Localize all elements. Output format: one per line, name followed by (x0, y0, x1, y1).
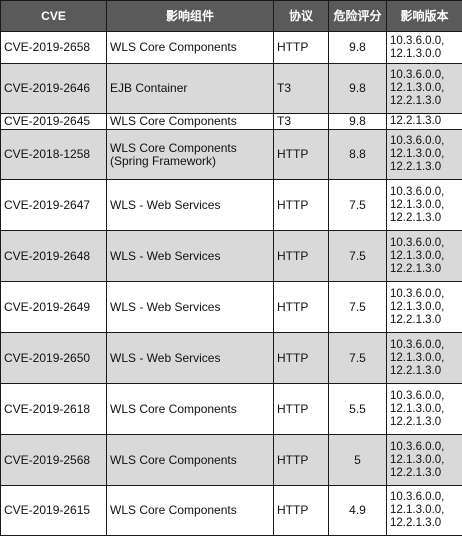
cell-protocol: T3 (273, 113, 329, 130)
cell-versions: 10.3.6.0.0, 12.1.3.0.0 (386, 31, 462, 64)
cell-cve: CVE-2019-2618 (0, 383, 107, 435)
cell-versions: 10.3.6.0.0, 12.1.3.0.0, 12.2.1.3.0 (386, 63, 462, 114)
cell-cve: CVE-2019-2615 (0, 485, 107, 536)
cell-versions: 10.3.6.0.0, 12.1.3.0.0, 12.2.1.3.0 (386, 179, 462, 231)
cell-protocol: HTTP (273, 129, 329, 180)
table-row: CVE-2019-2615 WLS Core Components HTTP 4… (0, 485, 462, 536)
cell-versions: 10.3.6.0.0, 12.1.3.0.0, 12.2.1.3.0 (386, 332, 462, 384)
cell-cve: CVE-2019-2658 (0, 31, 107, 64)
cell-versions: 10.3.6.0.0, 12.1.3.0.0, 12.2.1.3.0 (386, 434, 462, 486)
cell-protocol: HTTP (273, 230, 329, 282)
cell-versions: 10.3.6.0.0, 12.1.3.0.0, 12.2.1.3.0 (386, 485, 462, 536)
cell-cve: CVE-2019-2645 (0, 113, 107, 130)
cell-score: 9.8 (328, 113, 387, 130)
cell-protocol: HTTP (273, 332, 329, 384)
header-versions: 影响版本 (386, 0, 462, 32)
cell-versions: 10.3.6.0.0, 12.1.3.0.0, 12.2.1.3.0 (386, 129, 462, 180)
cell-protocol: HTTP (273, 485, 329, 536)
cell-score: 5 (328, 434, 387, 486)
cell-protocol: T3 (273, 63, 329, 114)
cell-score: 9.8 (328, 63, 387, 114)
cell-component: WLS - Web Services (106, 230, 274, 282)
table-row: CVE-2019-2645 WLS Core Components T3 9.8… (0, 113, 462, 130)
cell-score: 7.5 (328, 230, 387, 282)
table-row: CVE-2019-2618 WLS Core Components HTTP 5… (0, 383, 462, 435)
table-row: CVE-2019-2658 WLS Core Components HTTP 9… (0, 31, 462, 64)
cell-component: EJB Container (106, 63, 274, 114)
header-protocol: 协议 (273, 0, 329, 32)
cell-cve: CVE-2019-2647 (0, 179, 107, 231)
cell-protocol: HTTP (273, 383, 329, 435)
cell-component: WLS Core Components (106, 113, 274, 130)
header-score: 危险评分 (328, 0, 387, 32)
cell-score: 7.5 (328, 281, 387, 333)
table-row: CVE-2019-2648 WLS - Web Services HTTP 7.… (0, 230, 462, 282)
cell-component: WLS Core Components (Spring Framework) (106, 129, 274, 180)
table-header-row: CVE 影响组件 协议 危险评分 影响版本 (0, 0, 462, 32)
cell-cve: CVE-2019-2650 (0, 332, 107, 384)
cell-score: 8.8 (328, 129, 387, 180)
cell-component: WLS - Web Services (106, 332, 274, 384)
cell-versions: 10.3.6.0.0, 12.1.3.0.0, 12.2.1.3.0 (386, 383, 462, 435)
cell-component: WLS Core Components (106, 434, 274, 486)
table-row: CVE-2019-2649 WLS - Web Services HTTP 7.… (0, 281, 462, 333)
cell-score: 4.9 (328, 485, 387, 536)
cell-protocol: HTTP (273, 31, 329, 64)
table-body: CVE-2019-2658 WLS Core Components HTTP 9… (0, 31, 462, 536)
cell-component: WLS Core Components (106, 485, 274, 536)
table-row: CVE-2018-1258 WLS Core Components (Sprin… (0, 129, 462, 180)
cell-score: 7.5 (328, 332, 387, 384)
cell-versions: 10.3.6.0.0, 12.1.3.0.0, 12.2.1.3.0 (386, 230, 462, 282)
cell-protocol: HTTP (273, 179, 329, 231)
cell-versions: 12.2.1.3.0 (386, 113, 462, 130)
header-component: 影响组件 (106, 0, 274, 32)
cell-cve: CVE-2019-2646 (0, 63, 107, 114)
header-cve: CVE (0, 0, 107, 32)
cell-protocol: HTTP (273, 281, 329, 333)
table-row: CVE-2019-2646 EJB Container T3 9.8 10.3.… (0, 63, 462, 114)
cell-component: WLS Core Components (106, 31, 274, 64)
cell-component: WLS - Web Services (106, 281, 274, 333)
cell-score: 5.5 (328, 383, 387, 435)
cell-versions: 10.3.6.0.0, 12.1.3.0.0, 12.2.1.3.0 (386, 281, 462, 333)
cell-cve: CVE-2018-1258 (0, 129, 107, 180)
cell-score: 9.8 (328, 31, 387, 64)
table-row: CVE-2019-2568 WLS Core Components HTTP 5… (0, 434, 462, 486)
cell-cve: CVE-2019-2649 (0, 281, 107, 333)
table-row: CVE-2019-2650 WLS - Web Services HTTP 7.… (0, 332, 462, 384)
table-row: CVE-2019-2647 WLS - Web Services HTTP 7.… (0, 179, 462, 231)
cell-cve: CVE-2019-2568 (0, 434, 107, 486)
cell-cve: CVE-2019-2648 (0, 230, 107, 282)
cell-score: 7.5 (328, 179, 387, 231)
cell-component: WLS - Web Services (106, 179, 274, 231)
cell-protocol: HTTP (273, 434, 329, 486)
cell-component: WLS Core Components (106, 383, 274, 435)
